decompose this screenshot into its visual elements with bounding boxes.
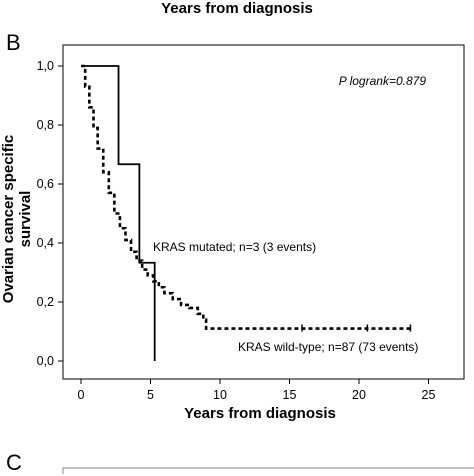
- y-tick-label: 0,0: [37, 354, 54, 368]
- logrank-p-value: P logrank=0.879: [339, 74, 427, 88]
- series-label-wildtype: KRAS wild-type; n=87 (73 events): [238, 340, 418, 354]
- x-tick-label: 10: [213, 388, 227, 402]
- next-panel-frame: [62, 467, 474, 474]
- plot-frame: [62, 44, 465, 380]
- x-tick-label: 15: [283, 388, 297, 402]
- y-tick-label: 1,0: [37, 59, 54, 73]
- y-tick-label: 0,2: [37, 295, 54, 309]
- panel-label-b: B: [6, 30, 21, 55]
- y-tick-label: 0,4: [37, 236, 54, 250]
- series-label-mutated: KRAS mutated; n=3 (3 events): [153, 240, 316, 254]
- x-tick-label: 5: [147, 388, 154, 402]
- previous-panel-x-axis-title: Years from diagnosis: [161, 0, 313, 17]
- y-tick-label: 0,8: [37, 118, 54, 132]
- series-line-kras-wildtype: [81, 64, 411, 330]
- panel-label-c: C: [6, 450, 22, 475]
- x-tick-label: 20: [352, 388, 366, 402]
- x-tick-label: 0: [78, 388, 85, 402]
- x-axis-title: Years from diagnosis: [184, 405, 336, 422]
- x-tick-label: 25: [422, 388, 436, 402]
- series-line-kras-mutated: [81, 65, 156, 361]
- y-tick-label: 0,6: [37, 177, 54, 191]
